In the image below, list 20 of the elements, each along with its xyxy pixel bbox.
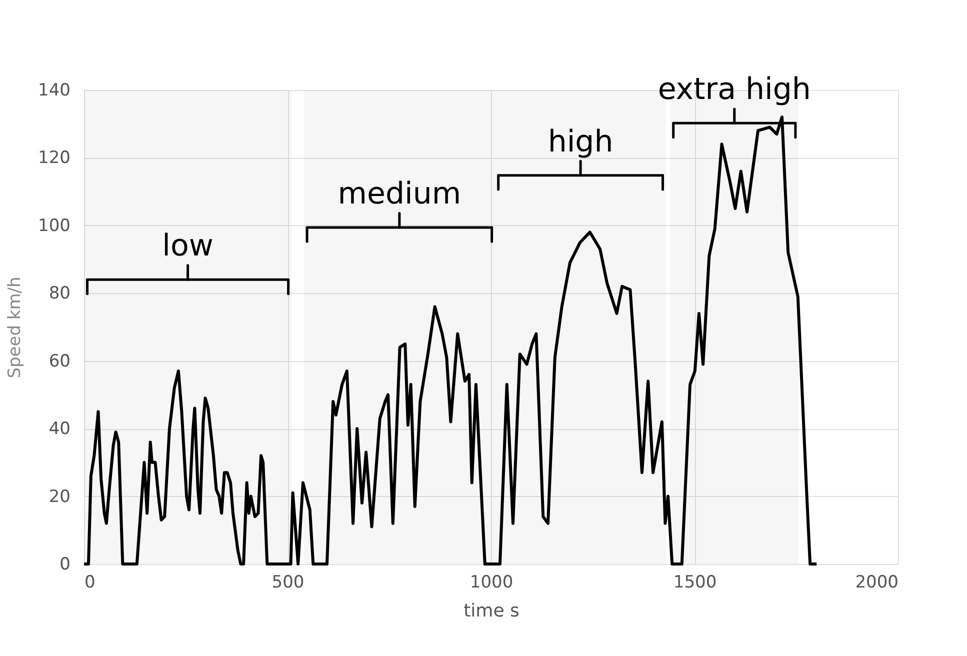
band-label: low	[162, 228, 214, 264]
y-tick-label: 20	[48, 486, 70, 507]
y-tick-label: 140	[38, 80, 70, 100]
y-axis-title: Speed km/h	[5, 276, 26, 378]
band-label: medium	[338, 176, 462, 212]
x-tick-label: 0	[84, 572, 96, 592]
x-tick-label: 1500	[673, 572, 717, 592]
y-tick-label: 100	[38, 216, 70, 236]
y-tick-label: 120	[38, 148, 70, 168]
y-tick-label: 0	[60, 554, 70, 574]
x-axis-title: time s	[464, 600, 520, 622]
band-label: extra high	[658, 72, 811, 108]
x-tick-label: 2000	[855, 572, 898, 592]
x-tick-label: 1000	[470, 572, 514, 592]
y-tick-label: 40	[48, 419, 70, 440]
x-tick-label: 500	[272, 572, 304, 592]
line-series	[82, 116, 818, 566]
band-label: high	[548, 124, 614, 160]
y-tick-label: 80	[48, 284, 70, 304]
y-tick-label: 60	[48, 351, 70, 372]
